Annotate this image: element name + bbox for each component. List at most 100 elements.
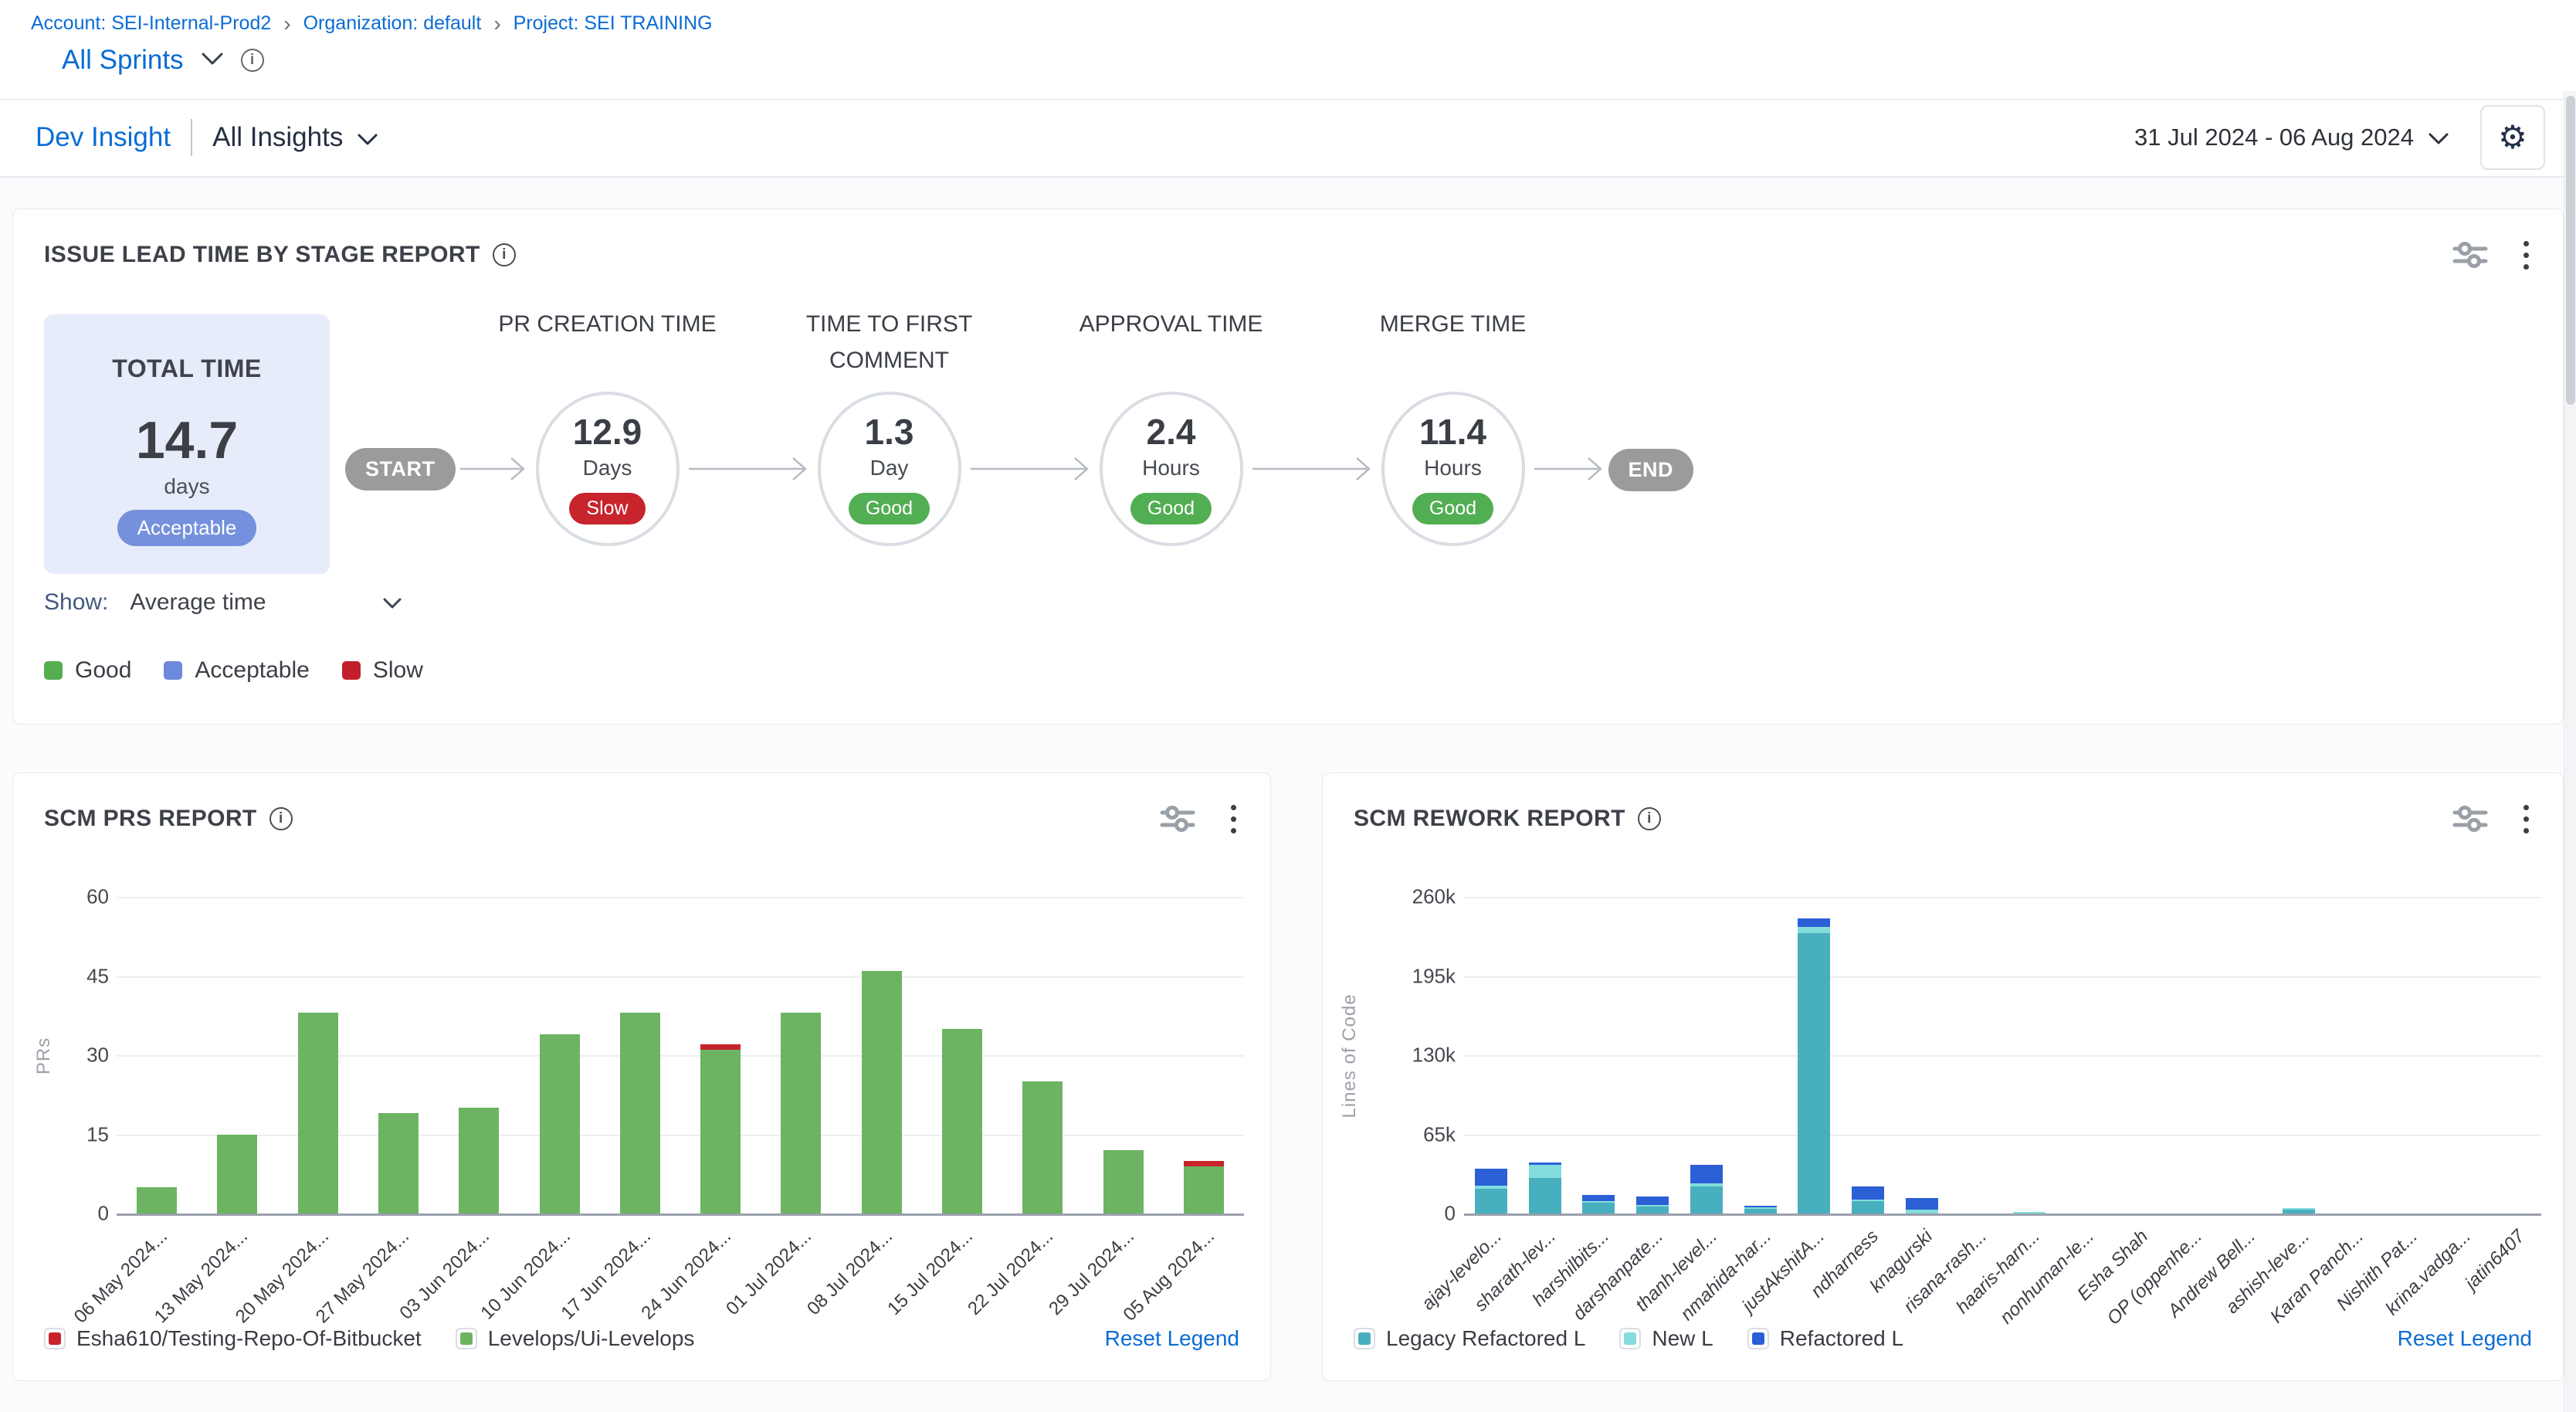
chevron-down-icon[interactable] bbox=[201, 52, 224, 70]
bar[interactable] bbox=[1798, 918, 1830, 1213]
chevron-down-icon bbox=[2428, 124, 2449, 151]
insights-selector[interactable]: All Insights bbox=[212, 122, 378, 153]
filter-settings-icon[interactable] bbox=[2452, 806, 2488, 832]
chevron-down-icon bbox=[382, 589, 402, 616]
bar[interactable] bbox=[1906, 1198, 1938, 1213]
kebab-menu-icon[interactable] bbox=[2520, 802, 2532, 837]
show-select[interactable]: Average time bbox=[130, 589, 402, 616]
bar-segment bbox=[378, 1113, 419, 1213]
breadcrumb-separator-icon: › bbox=[283, 13, 290, 35]
bar[interactable] bbox=[942, 1029, 982, 1213]
total-time-label: TOTAL TIME bbox=[112, 355, 261, 383]
legend-item[interactable]: Levelops/Ui-Levelops bbox=[456, 1326, 695, 1351]
total-time-value: 14.7 bbox=[136, 414, 238, 467]
bar[interactable] bbox=[1690, 1165, 1723, 1213]
lead-stage: TIME TO FIRST COMMENT1.3DayGood bbox=[808, 302, 971, 546]
bar-segment bbox=[1744, 1209, 1777, 1213]
sprint-selector[interactable]: All Sprints i bbox=[62, 45, 264, 76]
legend-checkbox bbox=[1619, 1328, 1641, 1349]
bar-slot bbox=[922, 1029, 1002, 1213]
bar-slot bbox=[1625, 1196, 1679, 1213]
reset-legend-link[interactable]: Reset Legend bbox=[1105, 1326, 1239, 1351]
stage-value: 1.3 bbox=[865, 414, 914, 450]
bar[interactable] bbox=[1022, 1081, 1063, 1213]
insight-bar: Dev Insight All Insights 31 Jul 2024 - 0… bbox=[36, 99, 2545, 176]
info-icon[interactable]: i bbox=[269, 807, 293, 830]
bars-area bbox=[1464, 897, 2541, 1213]
legend-item[interactable]: Legacy Refactored L bbox=[1354, 1326, 1585, 1351]
insight-title-link[interactable]: Dev Insight bbox=[36, 122, 171, 153]
bar-slot bbox=[1464, 1169, 1518, 1213]
stage-circle[interactable]: 11.4HoursGood bbox=[1381, 392, 1525, 546]
bar[interactable] bbox=[781, 1013, 821, 1213]
bar-segment bbox=[862, 971, 902, 1213]
legend-label: Refactored L bbox=[1780, 1326, 1903, 1351]
sprint-selector-label[interactable]: All Sprints bbox=[62, 45, 184, 76]
bar[interactable] bbox=[1582, 1195, 1615, 1213]
legend-item[interactable]: Refactored L bbox=[1747, 1326, 1903, 1351]
filter-settings-icon[interactable] bbox=[1160, 806, 1195, 832]
y-tick-label: 195k bbox=[1412, 964, 1456, 988]
kebab-menu-icon[interactable] bbox=[2520, 238, 2532, 273]
insights-selector-label: All Insights bbox=[212, 122, 343, 153]
y-tick-label: 60 bbox=[86, 885, 109, 909]
kebab-menu-icon[interactable] bbox=[1228, 802, 1239, 837]
bar-segment bbox=[1690, 1186, 1723, 1213]
stage-circle[interactable]: 1.3DayGood bbox=[818, 392, 961, 546]
bar-segment bbox=[459, 1108, 499, 1213]
breadcrumb-item[interactable]: Project: SEI TRAINING bbox=[514, 12, 713, 35]
bar[interactable] bbox=[217, 1135, 257, 1214]
bar[interactable] bbox=[378, 1113, 419, 1213]
breadcrumb-item[interactable]: Organization: default bbox=[303, 12, 482, 35]
breadcrumb-item[interactable]: Account: SEI-Internal-Prod2 bbox=[31, 12, 271, 35]
date-range-label: 31 Jul 2024 - 06 Aug 2024 bbox=[2134, 124, 2414, 151]
bar[interactable] bbox=[1475, 1169, 1507, 1213]
bar-slot bbox=[1002, 1081, 1083, 1213]
legend-item[interactable]: Esha610/Testing-Repo-Of-Bitbucket bbox=[44, 1326, 422, 1351]
bar[interactable] bbox=[700, 1044, 741, 1213]
legend-item[interactable]: New L bbox=[1619, 1326, 1713, 1351]
panel-header: SCM PRS REPORT i bbox=[44, 801, 1239, 837]
bar[interactable] bbox=[2283, 1208, 2315, 1213]
info-icon[interactable]: i bbox=[241, 49, 264, 72]
bar[interactable] bbox=[298, 1013, 338, 1213]
legend-checkbox bbox=[456, 1328, 477, 1349]
stage-circle[interactable]: 2.4HoursGood bbox=[1100, 392, 1243, 546]
bar[interactable] bbox=[137, 1187, 177, 1213]
bar-segment bbox=[137, 1187, 177, 1213]
date-range-selector[interactable]: 31 Jul 2024 - 06 Aug 2024 bbox=[2134, 124, 2449, 151]
info-icon[interactable]: i bbox=[493, 243, 516, 266]
filter-settings-icon[interactable] bbox=[2452, 242, 2488, 268]
bar-segment bbox=[1906, 1198, 1938, 1210]
bar-slot bbox=[1083, 1150, 1163, 1213]
y-tick-label: 0 bbox=[98, 1202, 109, 1226]
scrollbar-thumb[interactable] bbox=[2566, 96, 2575, 405]
bar[interactable] bbox=[620, 1013, 660, 1213]
settings-button[interactable]: ⚙ bbox=[2480, 105, 2545, 170]
panel-title: ISSUE LEAD TIME BY STAGE REPORT bbox=[44, 242, 480, 268]
bar[interactable] bbox=[540, 1034, 580, 1213]
bar[interactable] bbox=[1529, 1163, 1561, 1213]
vertical-scrollbar[interactable] bbox=[2564, 91, 2576, 1412]
y-tick-label: 30 bbox=[86, 1044, 109, 1067]
reset-legend-link[interactable]: Reset Legend bbox=[2398, 1326, 2532, 1351]
bar-slot bbox=[278, 1013, 358, 1213]
bar[interactable] bbox=[1744, 1206, 1777, 1213]
flow-arrow-icon bbox=[1252, 452, 1372, 490]
bar[interactable] bbox=[862, 971, 902, 1213]
stage-value: 11.4 bbox=[1419, 414, 1486, 450]
total-time-unit: days bbox=[164, 474, 209, 499]
bar[interactable] bbox=[2013, 1212, 2046, 1213]
bar[interactable] bbox=[1852, 1186, 1884, 1213]
bar[interactable] bbox=[1184, 1161, 1224, 1213]
bar[interactable] bbox=[1636, 1196, 1669, 1213]
bar[interactable] bbox=[1103, 1150, 1144, 1213]
y-tick-label: 130k bbox=[1412, 1044, 1456, 1067]
bar[interactable] bbox=[459, 1108, 499, 1213]
info-icon[interactable]: i bbox=[1638, 807, 1661, 830]
legend-item: Good bbox=[44, 657, 131, 684]
stage-circle[interactable]: 12.9DaysSlow bbox=[536, 392, 680, 546]
legend-checkbox bbox=[1354, 1328, 1375, 1349]
legend-swatch bbox=[44, 661, 63, 680]
bar-segment bbox=[1798, 918, 1830, 927]
